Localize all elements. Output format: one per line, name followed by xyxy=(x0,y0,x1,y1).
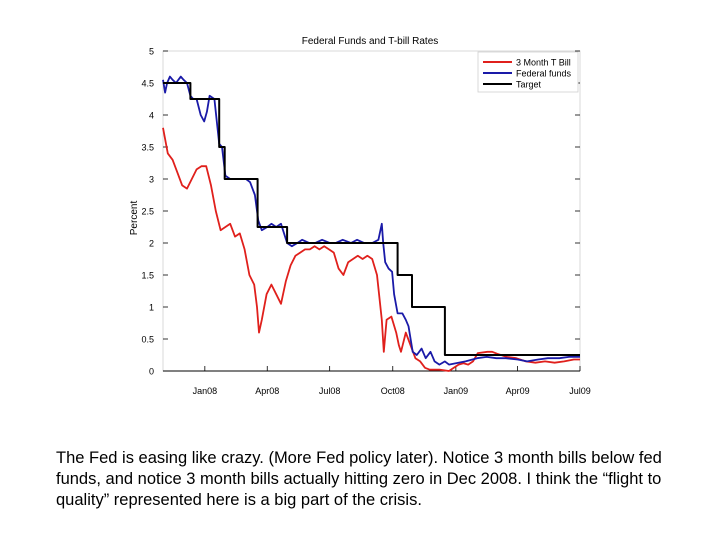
y-tick-label: 4 xyxy=(149,111,154,121)
y-tick-label: 0.5 xyxy=(141,335,154,345)
x-tick-label: Jul09 xyxy=(569,386,591,396)
y-ticks: 0 0.5 1 1.5 2 2.5 3 3.5 4 4.5 5 xyxy=(141,47,580,377)
y-tick-label: 3 xyxy=(149,175,154,185)
y-tick-label: 4.5 xyxy=(141,79,154,89)
y-tick-label: 1.5 xyxy=(141,271,154,281)
y-axis-label: Percent xyxy=(129,201,140,236)
legend-label: Target xyxy=(516,80,542,90)
series-lines xyxy=(162,75,580,372)
legend-label: 3 Month T Bill xyxy=(516,58,571,68)
y-tick-label: 3.5 xyxy=(141,143,154,153)
series-line-federal-funds xyxy=(162,75,580,366)
y-tick-label: 1 xyxy=(149,303,154,313)
x-tick-label: Apr09 xyxy=(506,386,530,396)
x-tick-label: Jan08 xyxy=(193,386,218,396)
y-tick-label: 0 xyxy=(149,367,154,377)
rates-chart: Federal Funds and T-bill Rates Percent 0… xyxy=(129,36,591,396)
x-tick-label: Oct08 xyxy=(381,386,405,396)
y-tick-label: 2 xyxy=(149,239,154,249)
y-tick-label: 2.5 xyxy=(141,207,154,217)
legend-label: Federal funds xyxy=(516,69,572,79)
x-tick-label: Apr08 xyxy=(255,386,279,396)
chart-title: Federal Funds and T-bill Rates xyxy=(302,36,439,47)
caption-text: The Fed is easing like crazy. (More Fed … xyxy=(56,449,662,509)
series-line-3-month-t-bill xyxy=(162,127,580,372)
x-tick-label: Jul08 xyxy=(319,386,341,396)
x-tick-label: Jan09 xyxy=(444,386,469,396)
y-tick-label: 5 xyxy=(149,47,154,57)
series-line-target xyxy=(163,82,580,356)
x-ticks: Jan08 Apr08 Jul08 Oct08 Jan09 Apr09 Jul09 xyxy=(193,366,591,396)
plot-frame xyxy=(162,50,581,372)
